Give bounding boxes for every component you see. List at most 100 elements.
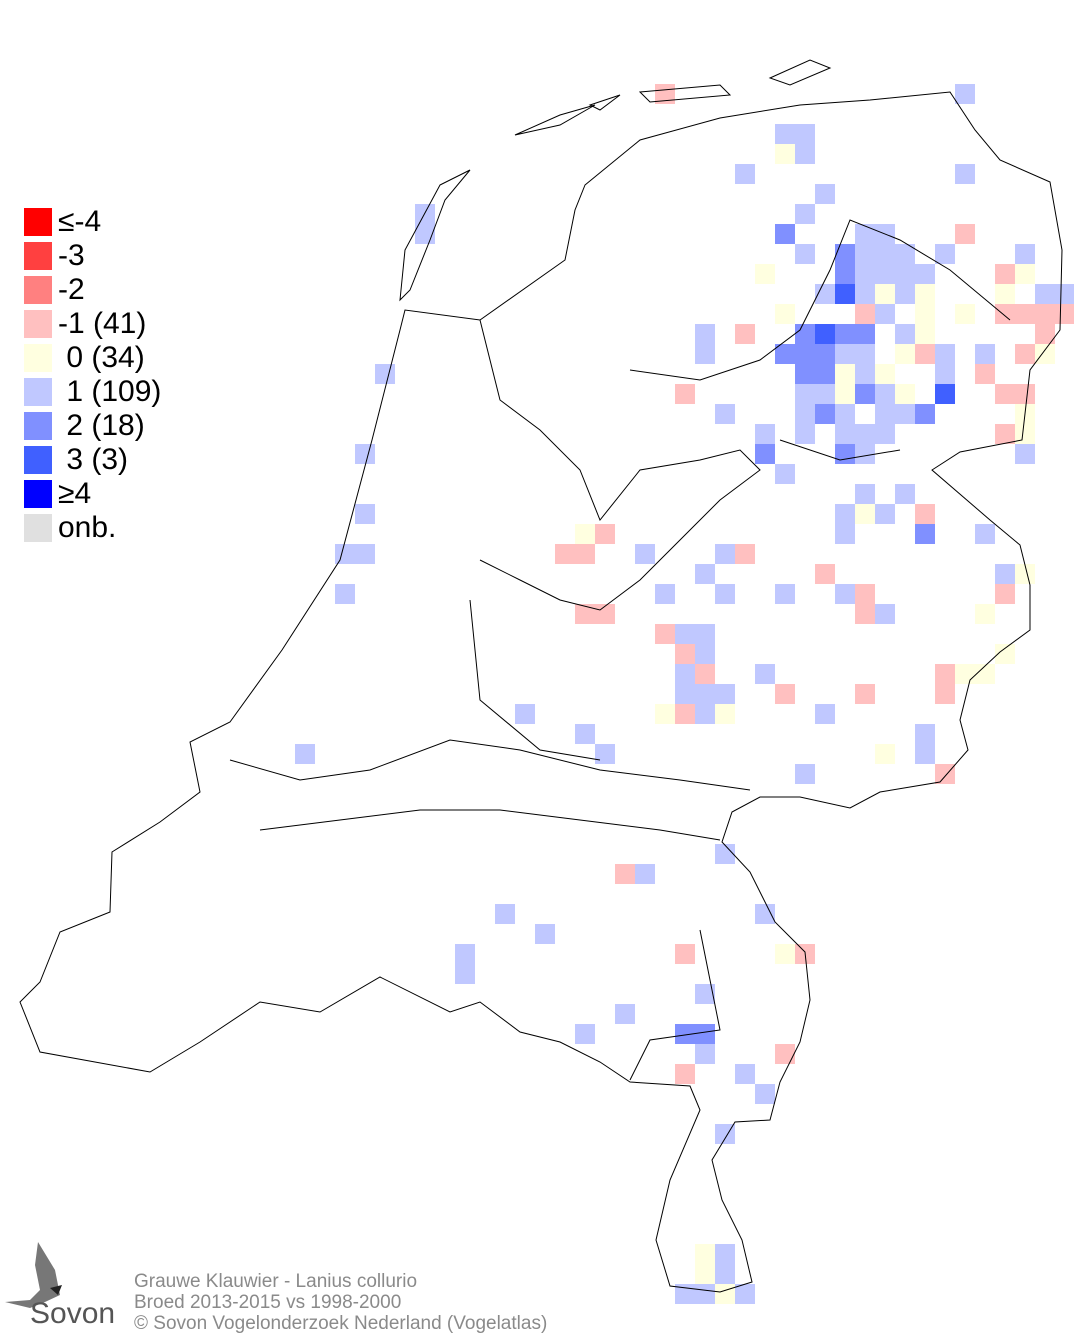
grid-cell: [855, 424, 875, 444]
grid-cell: [855, 344, 875, 364]
legend-item: 2 (18): [24, 408, 161, 444]
grid-cell: [835, 524, 855, 544]
legend-item: -1 (41): [24, 306, 161, 342]
grid-cell: [855, 244, 875, 264]
grid-cell: [675, 1284, 695, 1304]
sovon-bird-logo: [5, 1242, 62, 1308]
grid-cell: [335, 544, 355, 564]
grid-cell: [875, 264, 895, 284]
grid-cell: [795, 384, 815, 404]
grid-cell: [675, 624, 695, 644]
grid-cell: [995, 424, 1015, 444]
grid-cell: [595, 744, 615, 764]
map-caption: Grauwe Klauwier - Lanius collurio Broed …: [134, 1271, 547, 1334]
grid-cell: [895, 344, 915, 364]
legend-swatch: [24, 480, 52, 508]
grid-cell: [995, 644, 1015, 664]
grid-cell: [695, 1044, 715, 1064]
grid-cell: [735, 1284, 755, 1304]
grid-cell: [715, 404, 735, 424]
legend-swatch: [24, 208, 52, 236]
grid-cell: [455, 964, 475, 984]
grid-cell: [775, 584, 795, 604]
grid-cell: [675, 1024, 695, 1044]
grid-cell: [855, 504, 875, 524]
grid-cell: [755, 1084, 775, 1104]
grid-cell: [975, 524, 995, 544]
grid-cell: [695, 344, 715, 364]
grid-cell: [955, 304, 975, 324]
grid-cell: [815, 564, 835, 584]
grid-cell: [795, 364, 815, 384]
legend-label: 1 (109): [58, 375, 162, 408]
grid-cell: [915, 264, 935, 284]
grid-cell: [855, 684, 875, 704]
grid-cell: [695, 684, 715, 704]
legend-swatch: [24, 514, 52, 542]
legend-swatch: [24, 276, 52, 304]
grid-cell: [715, 684, 735, 704]
grid-cell: [995, 284, 1015, 304]
grid-cell: [955, 664, 975, 684]
grid-cell: [635, 544, 655, 564]
grid-cell: [695, 1244, 715, 1264]
legend-label: 2 (18): [58, 409, 145, 442]
species-name: Grauwe Klauwier - Lanius collurio: [134, 1271, 418, 1292]
grid-cell: [715, 1264, 735, 1284]
grid-cell: [875, 504, 895, 524]
legend-label: -3: [58, 239, 85, 272]
grid-cell: [875, 424, 895, 444]
grid-cell: [675, 684, 695, 704]
grid-cell: [775, 224, 795, 244]
grid-cell: [455, 944, 475, 964]
grid-cell: [835, 244, 855, 264]
grid-cell: [975, 604, 995, 624]
grid-cell: [775, 464, 795, 484]
grid-cell: [835, 584, 855, 604]
grid-cell: [955, 224, 975, 244]
grid-cell: [995, 264, 1015, 284]
grid-cell: [795, 764, 815, 784]
grid-cell: [775, 304, 795, 324]
grid-cell: [955, 84, 975, 104]
grid-cell: [995, 384, 1015, 404]
legend-item: 1 (109): [24, 374, 161, 410]
grid-cell: [855, 444, 875, 464]
grid-cell: [695, 564, 715, 584]
grid-cell: [695, 644, 715, 664]
grid-cell: [835, 284, 855, 304]
grid-cell: [815, 344, 835, 364]
grid-cell: [875, 404, 895, 424]
grid-cell: [995, 304, 1015, 324]
river-lines: [229, 739, 751, 841]
grid-cell: [695, 1264, 715, 1284]
grid-cell: [915, 284, 935, 304]
grid-cell: [915, 324, 935, 344]
grid-cell: [895, 244, 915, 264]
island-ameland: [638, 84, 732, 103]
copyright: © Sovon Vogelonderzoek Nederland (Vogela…: [134, 1313, 548, 1334]
grid-cell: [675, 1064, 695, 1084]
legend-item: 3 (3): [24, 442, 161, 478]
grid-cell: [655, 704, 675, 724]
grid-cell: [855, 604, 875, 624]
grid-cell: [755, 424, 775, 444]
grid-cell: [355, 444, 375, 464]
grid-cell: [775, 124, 795, 144]
grid-cell: [735, 324, 755, 344]
grid-cell: [855, 284, 875, 304]
grid-cell: [795, 124, 815, 144]
legend-swatch: [24, 344, 52, 372]
grid-cell: [575, 1024, 595, 1044]
grid-cell: [595, 524, 615, 544]
grid-cell: [755, 664, 775, 684]
grid-cell: [775, 684, 795, 704]
legend-swatch: [24, 310, 52, 338]
grid-cell: [675, 704, 695, 724]
grid-cell: [835, 384, 855, 404]
grid-cell: [795, 324, 815, 344]
grid-cell: [615, 1004, 635, 1024]
grid-cell: [715, 544, 735, 564]
grid-cell: [915, 304, 935, 324]
grid-cell: [715, 1244, 735, 1264]
